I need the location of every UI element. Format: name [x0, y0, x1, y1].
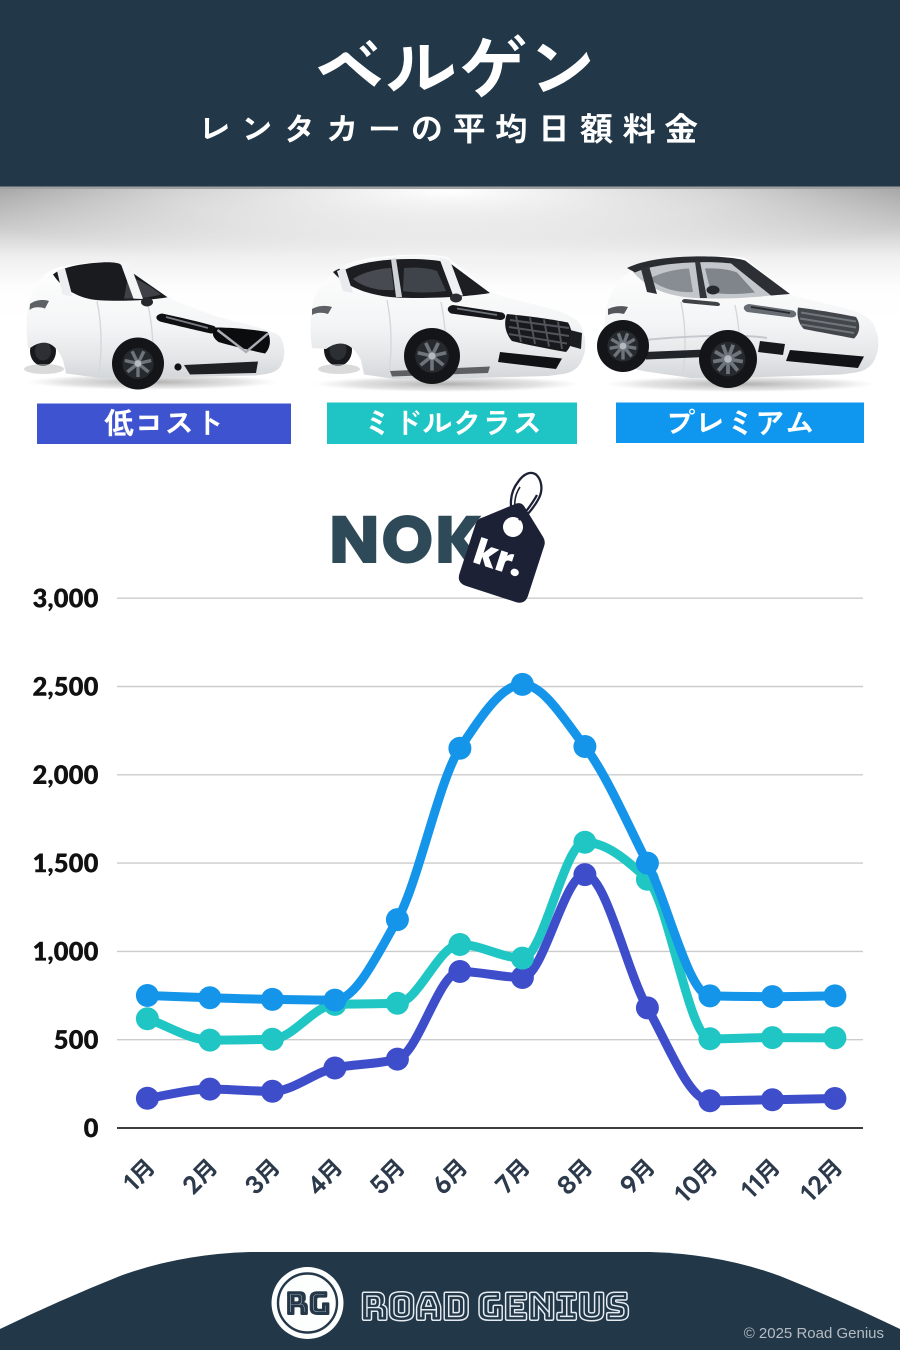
svg-text:© 2025 Road Genius: © 2025 Road Genius [744, 1325, 884, 1342]
